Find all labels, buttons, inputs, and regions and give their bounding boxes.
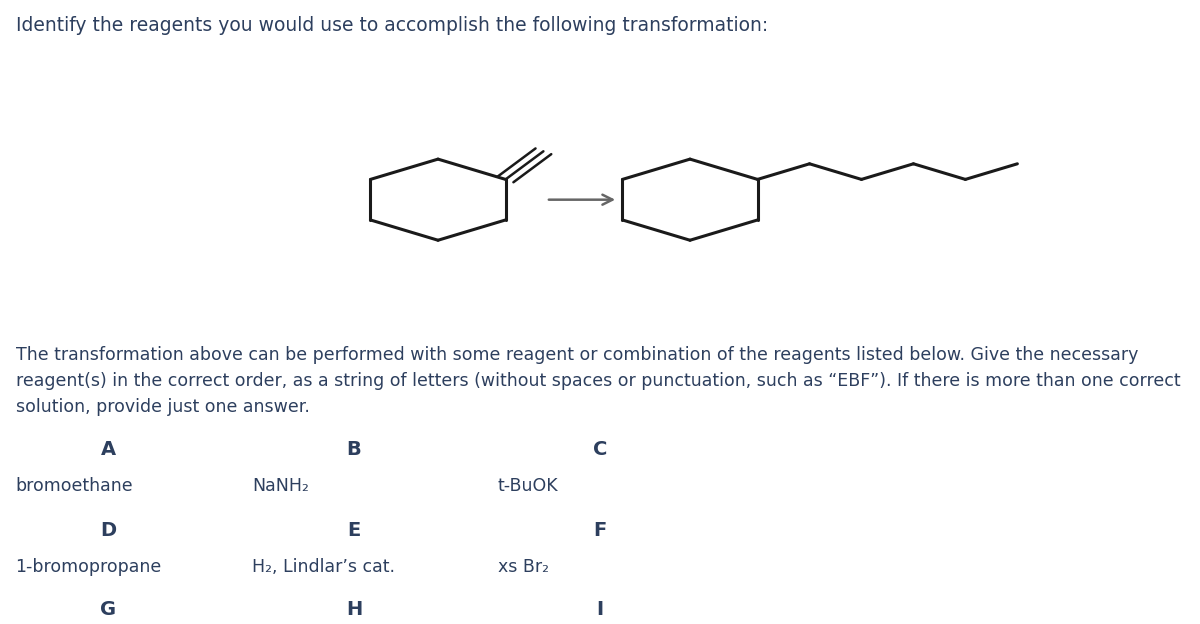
Text: B: B — [347, 440, 361, 459]
Text: I: I — [596, 600, 604, 619]
Text: H₂, Lindlar’s cat.: H₂, Lindlar’s cat. — [252, 558, 395, 577]
Text: D: D — [100, 521, 116, 540]
Text: xs Br₂: xs Br₂ — [498, 558, 550, 577]
Text: NaNH₂: NaNH₂ — [252, 477, 308, 495]
Text: 1-bromopropane: 1-bromopropane — [16, 558, 162, 577]
Text: Identify the reagents you would use to accomplish the following transformation:: Identify the reagents you would use to a… — [16, 16, 768, 34]
Text: The transformation above can be performed with some reagent or combination of th: The transformation above can be performe… — [16, 346, 1181, 416]
Text: F: F — [593, 521, 607, 540]
Text: E: E — [347, 521, 361, 540]
Text: C: C — [593, 440, 607, 459]
Text: H: H — [346, 600, 362, 619]
Text: A: A — [101, 440, 115, 459]
Text: G: G — [100, 600, 116, 619]
Text: t-BuOK: t-BuOK — [498, 477, 559, 495]
Text: bromoethane: bromoethane — [16, 477, 133, 495]
